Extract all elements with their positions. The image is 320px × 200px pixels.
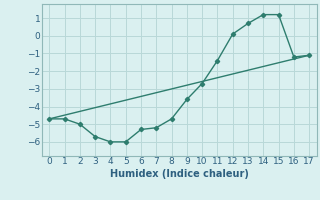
X-axis label: Humidex (Indice chaleur): Humidex (Indice chaleur) [110, 169, 249, 179]
